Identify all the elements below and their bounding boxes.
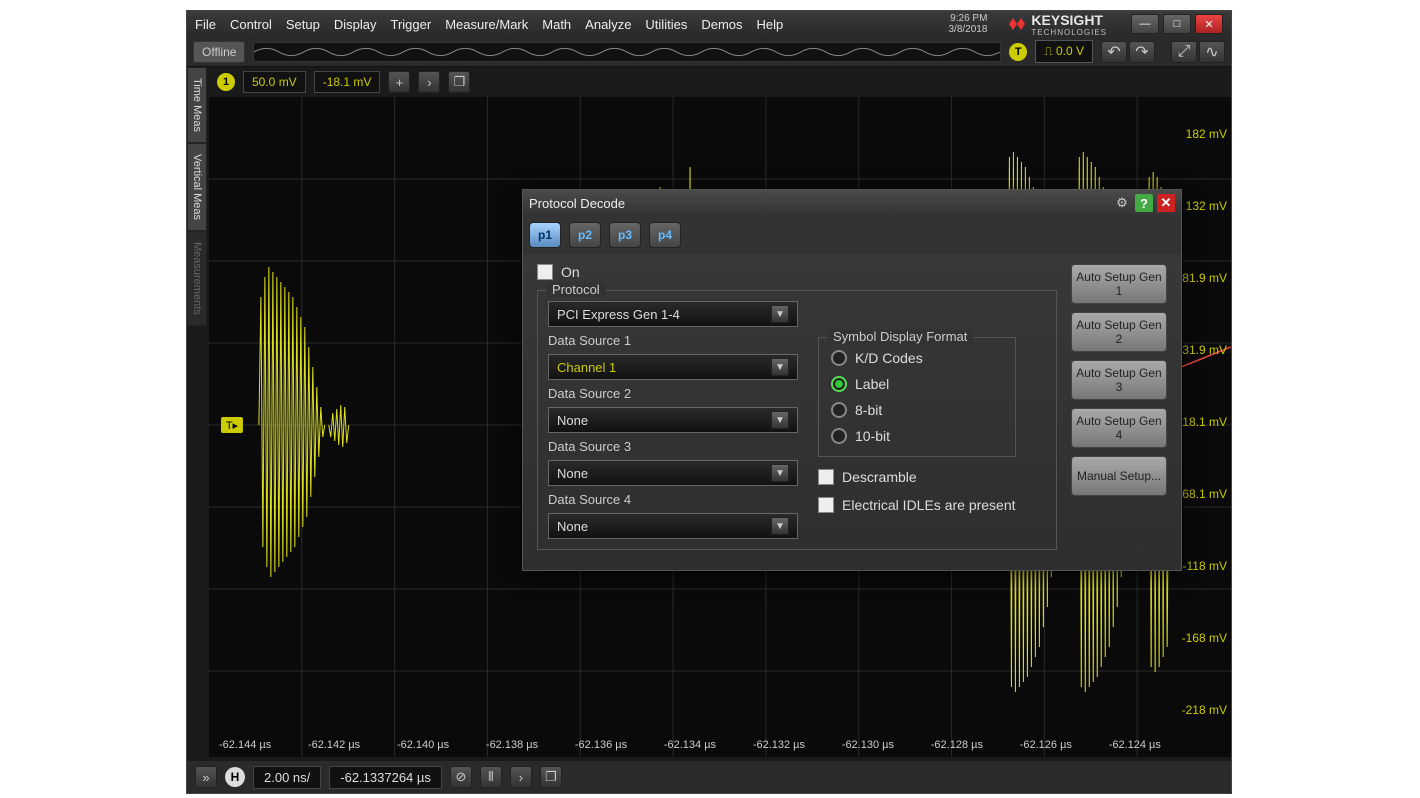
autoscale-button[interactable]: ∿ [1199,41,1225,63]
data-source-1-dropdown[interactable]: Channel 1▼ [548,354,798,380]
time-per-div[interactable]: 2.00 ns/ [253,766,321,789]
data-source-1-label: Data Source 1 [548,333,798,348]
horizontal-expand-button[interactable]: » [195,766,217,788]
tab-p2[interactable]: p2 [569,222,601,248]
channel-toolbar: 1 50.0 mV -18.1 mV + › ❐ [187,67,1231,97]
menu-utilities[interactable]: Utilities [645,17,687,32]
tab-vertical-meas[interactable]: Vertical Meas [187,143,207,231]
radio-10bit[interactable] [831,428,847,444]
tab-time-meas[interactable]: Time Meas [187,67,207,143]
trigger-badge[interactable]: T [1009,43,1027,61]
window-minimize-button[interactable]: — [1131,14,1159,34]
horizontal-next-button[interactable]: › [510,766,532,788]
dialog-title: Protocol Decode [529,196,625,211]
help-icon[interactable]: ? [1135,194,1153,212]
idles-checkbox[interactable] [818,497,834,513]
horizontal-badge[interactable]: H [225,767,245,787]
window-close-button[interactable]: ✕ [1195,14,1223,34]
menu-setup[interactable]: Setup [286,17,320,32]
data-source-4-label: Data Source 4 [548,492,798,507]
auto-setup-gen2-button[interactable]: Auto Setup Gen 2 [1071,312,1167,352]
redo-button[interactable]: ↷ [1129,41,1155,63]
horizontal-toolbar: » H 2.00 ns/ -62.1337264 µs ⊘ ⦀ › ❐ [187,761,1231,793]
radio-kd-label: K/D Codes [855,350,923,366]
radio-8bit[interactable] [831,402,847,418]
menu-display[interactable]: Display [334,17,377,32]
channel-window-button[interactable]: ❐ [448,71,470,93]
svg-text:T▸: T▸ [226,420,239,432]
radio-label-label: Label [855,376,889,392]
window-maximize-button[interactable]: □ [1163,14,1191,34]
protocol-decode-dialog: Protocol Decode ⚙ ? ✕ p1 p2 p3 p4 On Pro… [522,189,1182,571]
status-bar: Offline T ⎍ 0.0 V ↶ ↷ ⤢ ∿ [187,37,1231,67]
horizontal-menu-button[interactable]: ⦀ [480,766,502,788]
overview-waveform[interactable] [253,42,1001,62]
data-source-2-label: Data Source 2 [548,386,798,401]
gear-icon[interactable]: ⚙ [1113,194,1131,212]
zoom-button[interactable]: ⊘ [450,766,472,788]
expand-button[interactable]: ⤢ [1171,41,1197,63]
protocol-tabs: p1 p2 p3 p4 [523,216,1181,254]
dialog-titlebar[interactable]: Protocol Decode ⚙ ? ✕ [523,190,1181,216]
protocol-fieldset: Protocol PCI Express Gen 1-4▼ Data Sourc… [537,290,1057,550]
auto-setup-gen3-button[interactable]: Auto Setup Gen 3 [1071,360,1167,400]
menu-help[interactable]: Help [757,17,784,32]
menu-measure[interactable]: Measure/Mark [445,17,528,32]
data-source-3-dropdown[interactable]: None▼ [548,460,798,486]
auto-setup-gen1-button[interactable]: Auto Setup Gen 1 [1071,264,1167,304]
idles-label: Electrical IDLEs are present [842,497,1016,513]
add-channel-button[interactable]: + [388,71,410,93]
horizontal-window-button[interactable]: ❐ [540,766,562,788]
menu-analyze[interactable]: Analyze [585,17,631,32]
on-checkbox[interactable] [537,264,553,280]
auto-setup-gen4-button[interactable]: Auto Setup Gen 4 [1071,408,1167,448]
radio-kd-codes[interactable] [831,350,847,366]
protocol-dropdown[interactable]: PCI Express Gen 1-4▼ [548,301,798,327]
descramble-checkbox[interactable] [818,469,834,485]
menu-math[interactable]: Math [542,17,571,32]
keysight-logo: KEYSIGHTTECHNOLOGIES [1007,12,1107,37]
symbol-format-legend: Symbol Display Format [827,329,973,344]
symbol-format-fieldset: Symbol Display Format K/D Codes Label 8-… [818,337,1016,457]
tab-measurements[interactable]: Measurements [187,231,207,326]
horizontal-position[interactable]: -62.1337264 µs [329,766,442,789]
channel-offset[interactable]: -18.1 mV [314,71,381,93]
dialog-close-button[interactable]: ✕ [1157,194,1175,212]
radio-8bit-label: 8-bit [855,402,882,418]
tab-p3[interactable]: p3 [609,222,641,248]
oscilloscope-app-window: File Control Setup Display Trigger Measu… [186,10,1232,794]
x-axis-labels: -62.144 µs-62.142 µs-62.140 µs-62.138 µs… [209,739,1171,755]
side-tabs: Time Meas Vertical Meas Measurements [187,67,209,326]
radio-label[interactable] [831,376,847,392]
data-source-4-dropdown[interactable]: None▼ [548,513,798,539]
channel-vertical-scale[interactable]: 50.0 mV [243,71,306,93]
data-source-3-label: Data Source 3 [548,439,798,454]
protocol-legend: Protocol [546,282,606,297]
offline-indicator: Offline [193,41,245,63]
radio-10bit-label: 10-bit [855,428,890,444]
tab-p4[interactable]: p4 [649,222,681,248]
channel-next-button[interactable]: › [418,71,440,93]
timestamp: 9:26 PM 3/8/2018 [948,13,987,35]
on-label: On [561,264,580,280]
menubar: File Control Setup Display Trigger Measu… [187,11,1231,37]
menu-file[interactable]: File [195,17,216,32]
trigger-level-value[interactable]: ⎍ 0.0 V [1035,40,1093,63]
channel-1-badge[interactable]: 1 [217,73,235,91]
menu-control[interactable]: Control [230,17,272,32]
menu-demos[interactable]: Demos [701,17,742,32]
undo-button[interactable]: ↶ [1101,41,1127,63]
manual-setup-button[interactable]: Manual Setup... [1071,456,1167,496]
menu-trigger[interactable]: Trigger [390,17,431,32]
data-source-2-dropdown[interactable]: None▼ [548,407,798,433]
tab-p1[interactable]: p1 [529,222,561,248]
descramble-label: Descramble [842,469,917,485]
